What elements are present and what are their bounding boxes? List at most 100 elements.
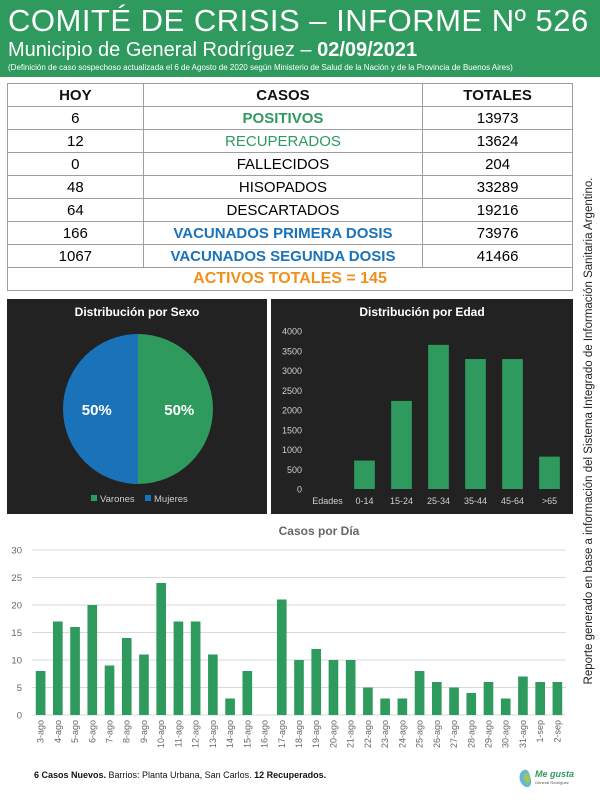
y-tick-label: 20 <box>11 601 22 612</box>
x-tick-label: 15-ago <box>242 720 252 748</box>
me-gusta-logo: Me gusta General Rodríguez <box>519 769 574 788</box>
sex-chart-title: Distribución por Sexo <box>74 305 200 319</box>
y-tick-label: 1000 <box>282 445 302 455</box>
y-tick-label: 25 <box>11 573 22 584</box>
day-bar <box>121 638 132 715</box>
pie-label: 50% <box>164 402 194 419</box>
x-tick-label: 23-ago <box>380 720 390 748</box>
cell-hoy: 0 <box>7 152 144 176</box>
day-bar <box>431 682 442 715</box>
day-bar <box>483 682 494 715</box>
cell-hoy: 6 <box>7 106 144 130</box>
age-chart-title: Distribución por Edad <box>359 305 485 319</box>
daily-chart-title: Casos por Día <box>279 524 360 538</box>
x-tick-label: 9-ago <box>139 720 149 743</box>
x-tick-label: 22-ago <box>363 720 373 748</box>
x-tick-label: 11-ago <box>173 720 183 747</box>
y-tick-label: 3000 <box>282 366 302 376</box>
cell-casos: RECUPERADOS <box>142 129 424 153</box>
table-row: 48 HISOPADOS 33289 <box>7 175 573 199</box>
cell-totales: 73976 <box>422 221 573 245</box>
footer-note: 6 Casos Nuevos. Barrios: Planta Urbana, … <box>34 770 326 780</box>
table-row: 12 RECUPERADOS 13624 <box>7 129 573 153</box>
x-tick-label: 30-ago <box>501 720 511 748</box>
pie-slice-mujeres <box>63 334 138 484</box>
x-tick-label: 3-ago <box>36 720 46 743</box>
x-tick-label: 24-ago <box>397 720 407 748</box>
cases-table: HOY CASOS TOTALES 6 POSITIVOS 13973 12 RECUP… <box>7 83 573 291</box>
table-row: 6 POSITIVOS 13973 <box>7 106 573 130</box>
footer-neighborhoods: Barrios: Planta Urbana, San Carlos. <box>106 770 252 780</box>
day-bar <box>518 676 528 715</box>
day-bar <box>139 654 149 715</box>
cell-casos: DESCARTADOS <box>142 198 424 222</box>
y-tick-label: 0 <box>297 485 302 495</box>
x-tick-label: 8-ago <box>122 720 132 743</box>
day-bar <box>345 660 356 715</box>
y-tick-label: 2500 <box>282 386 302 396</box>
x-tick-label: 17-ago <box>277 720 287 748</box>
header-hoy: HOY <box>7 83 144 107</box>
logo-text: Me gusta <box>535 769 574 779</box>
day-bar <box>190 621 201 715</box>
x-tick-label: 2-sep <box>552 720 562 743</box>
age-bar <box>502 359 523 489</box>
table-row: 166 VACUNADOS PRIMERA DOSIS 73976 <box>7 221 573 245</box>
age-bar <box>354 460 375 489</box>
table-row: 1067 VACUNADOS SEGUNDA DOSIS 41466 <box>7 244 573 268</box>
age-bar <box>539 456 560 489</box>
cell-totales: 13624 <box>422 129 573 153</box>
activos-totales: ACTIVOS TOTALES = 145 <box>7 267 573 291</box>
x-tick-label: 7-ago <box>105 720 115 743</box>
x-tick-label: 45-64 <box>501 496 524 506</box>
report-header: COMITÉ DE CRISIS – INFORME Nº 526 Munici… <box>0 0 600 77</box>
x-tick-label: 26-ago <box>432 720 442 748</box>
cell-totales: 33289 <box>422 175 573 199</box>
x-tick-label: 14-ago <box>225 720 235 748</box>
y-tick-label: 4000 <box>282 327 302 337</box>
day-bar <box>414 671 425 715</box>
y-tick-label: 2000 <box>282 406 302 416</box>
cell-totales: 41466 <box>422 244 573 268</box>
cell-casos: FALLECIDOS <box>142 152 424 176</box>
day-bar <box>466 693 477 715</box>
cell-casos: HISOPADOS <box>142 175 424 199</box>
age-bar <box>391 400 412 489</box>
cell-hoy: 12 <box>7 129 144 153</box>
day-bar <box>104 665 115 715</box>
y-tick-label: 3500 <box>282 346 302 356</box>
day-bar <box>397 698 408 715</box>
x-tick-label: 25-34 <box>427 496 450 506</box>
age-distribution-panel: Distribución por Edad 0 500 1000 1500 2000 25… <box>271 299 573 514</box>
side-note: Reporte generado en base a información d… <box>579 86 599 776</box>
logo-subtext: General Rodríguez <box>535 780 569 785</box>
x-tick-label: 28-ago <box>466 720 476 748</box>
sex-pie-chart: 50% 50% Varones Mujeres <box>63 334 213 505</box>
cell-totales: 204 <box>422 152 573 176</box>
legend-swatch <box>145 495 151 501</box>
x-tick-label: 29-ago <box>483 720 493 748</box>
day-bar <box>208 654 218 715</box>
x-tick-label: 18-ago <box>294 720 304 748</box>
day-bar <box>173 621 184 715</box>
day-bar <box>53 621 63 715</box>
y-tick-label: 500 <box>287 465 302 475</box>
x-tick-label: 15-24 <box>390 496 413 506</box>
definition-note: (Definición de caso sospechoso actualiza… <box>8 63 513 72</box>
x-tick-label: 10-ago <box>156 720 166 748</box>
report-subtitle: Municipio de General Rodríguez – 02/09/2… <box>8 39 417 62</box>
cell-hoy: 48 <box>7 175 144 199</box>
x-tick-label: >65 <box>542 496 557 506</box>
cell-casos: VACUNADOS SEGUNDA DOSIS <box>142 244 424 268</box>
pie-label: 50% <box>82 402 112 419</box>
x-tick-label: 5-ago <box>70 720 80 743</box>
y-tick-label: 0 <box>17 711 22 722</box>
x-tick-label: 6-ago <box>87 720 97 743</box>
day-bar <box>225 698 235 715</box>
day-bar <box>552 682 563 715</box>
side-note-text: Reporte generado en base a información d… <box>583 177 595 685</box>
x-tick-label: 0-14 <box>355 496 373 506</box>
legend-label: Mujeres <box>154 494 188 505</box>
x-tick-label: Edades <box>312 496 343 506</box>
daily-cases-chart: Casos por Día 0 5 10 15 20 25 30 3-ago 4-ago 5-ago… <box>11 524 566 748</box>
